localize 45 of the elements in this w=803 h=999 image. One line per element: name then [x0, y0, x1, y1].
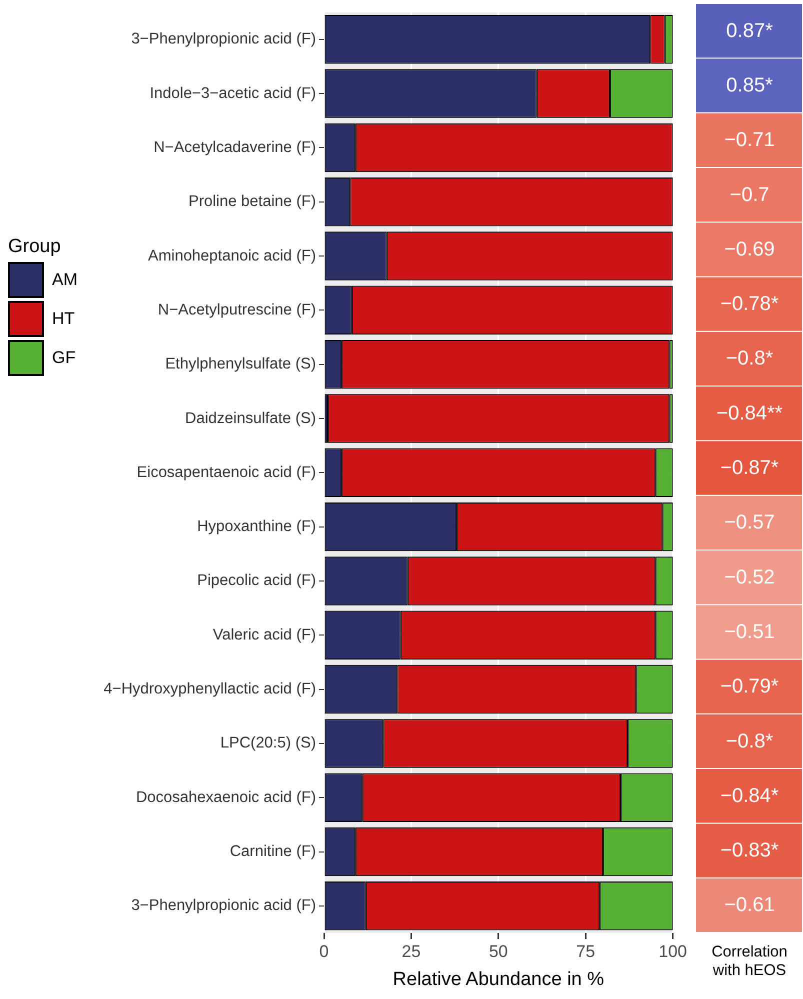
data-label: −0.84** — [716, 402, 783, 424]
y-tick-label: Valeric acid (F) — [212, 626, 316, 644]
y-tick-label: N−Acetylcadaverine (F) — [154, 138, 316, 156]
data-label: −0.8* — [726, 730, 774, 752]
data-label: −0.87* — [720, 457, 779, 480]
x-axis-title: Relative Abundance in % — [392, 968, 604, 990]
data-label: −0.7 — [730, 184, 770, 206]
data-label: −0.69 — [724, 238, 775, 260]
data-label: 0.85* — [726, 74, 774, 96]
y-tick-label: Aminoheptanoic acid (F) — [148, 247, 316, 264]
legend-label: AM — [52, 270, 78, 290]
y-tick-label: N−Acetylputrescine (F) — [158, 301, 316, 318]
data-label: 0.87* — [726, 20, 774, 42]
data-label: −0.52 — [724, 566, 775, 588]
data-label: −0.84* — [720, 784, 779, 807]
y-tick-label: Proline betaine (F) — [188, 193, 316, 210]
data-label: −0.51 — [724, 620, 775, 643]
legend-label: GF — [52, 348, 76, 368]
x-tick-label: 0 — [319, 942, 329, 961]
x-tick-label: 75 — [576, 942, 596, 961]
y-tick-label: 3−Phenylpropionic acid (F) — [131, 30, 316, 48]
data-label: −0.57 — [724, 512, 775, 534]
data-label: −0.79* — [720, 676, 779, 698]
y-tick-label: Pipecolic acid (F) — [197, 572, 316, 590]
y-tick-label: Eicosapentaenoic acid (F) — [136, 464, 316, 481]
data-label: −0.78* — [720, 293, 779, 316]
data-label: −0.61 — [724, 894, 775, 916]
y-tick-label: Daidzeinsulfate (S) — [185, 410, 316, 427]
y-tick-label: LPC(20:5) (S) — [220, 734, 316, 752]
y-tick-label: Carnitine (F) — [230, 843, 316, 860]
x-tick-label: 50 — [488, 942, 508, 961]
y-tick-label: 3−Phenylpropionic acid (F) — [131, 897, 316, 914]
y-tick-label: 4−Hydroxyphenyllactic acid (F) — [104, 680, 316, 698]
legend-label: HT — [52, 309, 75, 329]
data-label: −0.71 — [724, 129, 775, 152]
legend-title: Group — [8, 236, 62, 258]
data-label: −0.8* — [726, 348, 774, 370]
data-label: −0.83* — [720, 840, 779, 862]
x-tick-label: 100 — [658, 942, 688, 961]
y-tick-label: Hypoxanthine (F) — [197, 518, 316, 536]
y-tick-label: Docosahexaenoic acid (F) — [136, 788, 316, 806]
x-tick-label: Correlation with hEOS — [712, 944, 788, 980]
x-tick-label: 25 — [402, 942, 421, 961]
y-tick-label: Ethylphenylsulfate (S) — [165, 356, 316, 373]
y-tick-label: Indole−3−acetic acid (F) — [150, 84, 316, 102]
